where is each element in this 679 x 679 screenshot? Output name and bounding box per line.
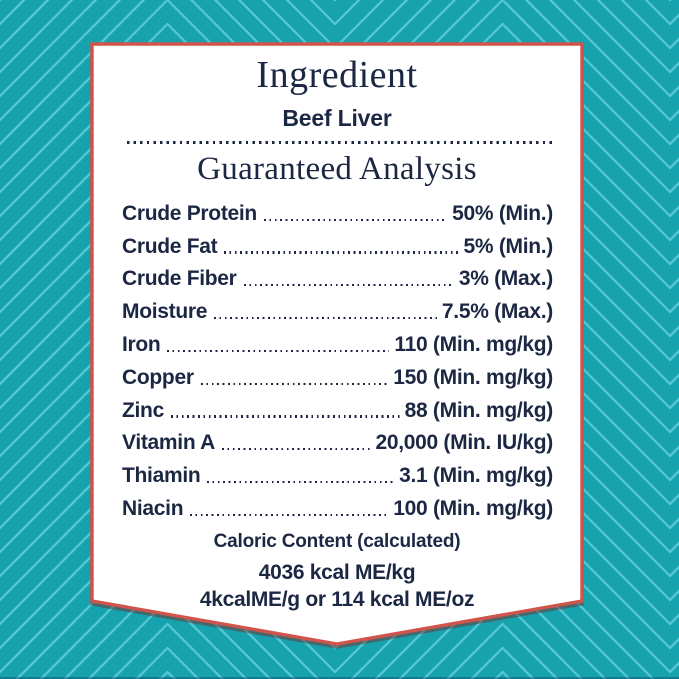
analysis-label: Vitamin A <box>122 431 215 455</box>
dot-leader <box>170 415 400 418</box>
analysis-value: 7.5% (Max.) <box>441 300 553 324</box>
analysis-value: 20,000 (Min. IU/kg) <box>375 431 553 455</box>
analysis-value: 5% (Min.) <box>463 234 554 258</box>
caloric-content-line: 4036 kcal ME/kg <box>258 561 416 584</box>
analysis-label: Niacin <box>122 496 184 520</box>
analysis-row: Copper 150 (Min. mg/kg) <box>122 360 553 393</box>
dot-leader <box>263 218 448 221</box>
caloric-content-block: Caloric Content (calculated) 4036 kcal M… <box>92 531 582 613</box>
analysis-label: Copper <box>122 365 194 389</box>
analysis-label: Moisture <box>122 300 208 324</box>
analysis-table: Crude Protein 50% (Min.) Crude Fat 5% (M… <box>122 196 553 524</box>
analysis-row: Crude Fat 5% (Min.) <box>122 229 553 262</box>
analysis-value: 100 (Min. mg/kg) <box>393 496 553 520</box>
analysis-row: Zinc 88 (Min. mg/kg) <box>122 393 553 426</box>
dot-leader <box>222 448 371 451</box>
analysis-label: Zinc <box>122 398 164 422</box>
dot-leader <box>207 480 395 484</box>
ingredient-title: Ingredient <box>256 54 418 96</box>
caloric-content-line: 4kcalME/g or 114 kcal ME/oz <box>199 588 475 611</box>
analysis-value: 110 (Min. mg/kg) <box>394 332 553 356</box>
analysis-row: Moisture 7.5% (Max.) <box>122 294 553 327</box>
ingredient-value: Beef Liver <box>282 105 392 131</box>
dotted-divider <box>127 141 552 144</box>
caloric-content-heading: Caloric Content (calculated) <box>213 531 461 552</box>
analysis-label: Crude Fat <box>122 234 218 258</box>
dot-leader <box>214 317 437 320</box>
dot-leader <box>167 349 390 352</box>
analysis-row: Crude Protein 50% (Min.) <box>122 196 553 229</box>
analysis-label: Crude Fiber <box>122 267 237 291</box>
dot-leader <box>224 251 459 254</box>
analysis-value: 88 (Min. mg/kg) <box>404 398 554 422</box>
analysis-row: Vitamin A 20,000 (Min. IU/kg) <box>122 426 553 459</box>
analysis-label: Thiamin <box>122 464 201 488</box>
analysis-value: 50% (Min.) <box>452 201 553 225</box>
analysis-value: 3.1 (Min. mg/kg) <box>399 464 553 488</box>
label-content: Ingredient Beef Liver Guaranteed Analysi… <box>92 44 582 645</box>
bottom-edge-strip <box>0 677 679 679</box>
analysis-row: Niacin 100 (Min. mg/kg) <box>122 491 553 524</box>
badge-shape <box>90 42 584 646</box>
analysis-row: Thiamin 3.1 (Min. mg/kg) <box>122 458 553 491</box>
dot-leader <box>200 382 389 385</box>
analysis-label: Crude Protein <box>122 201 257 225</box>
analysis-value: 3% (Max.) <box>458 267 553 291</box>
analysis-row: Crude Fiber 3% (Max.) <box>122 262 553 295</box>
analysis-value: 150 (Min. mg/kg) <box>393 365 553 389</box>
analysis-label: Iron <box>122 332 161 356</box>
guaranteed-analysis-heading: Guaranteed Analysis <box>197 151 477 187</box>
dot-leader <box>243 284 454 287</box>
dot-leader <box>190 513 389 516</box>
analysis-row: Iron 110 (Min. mg/kg) <box>122 327 553 360</box>
